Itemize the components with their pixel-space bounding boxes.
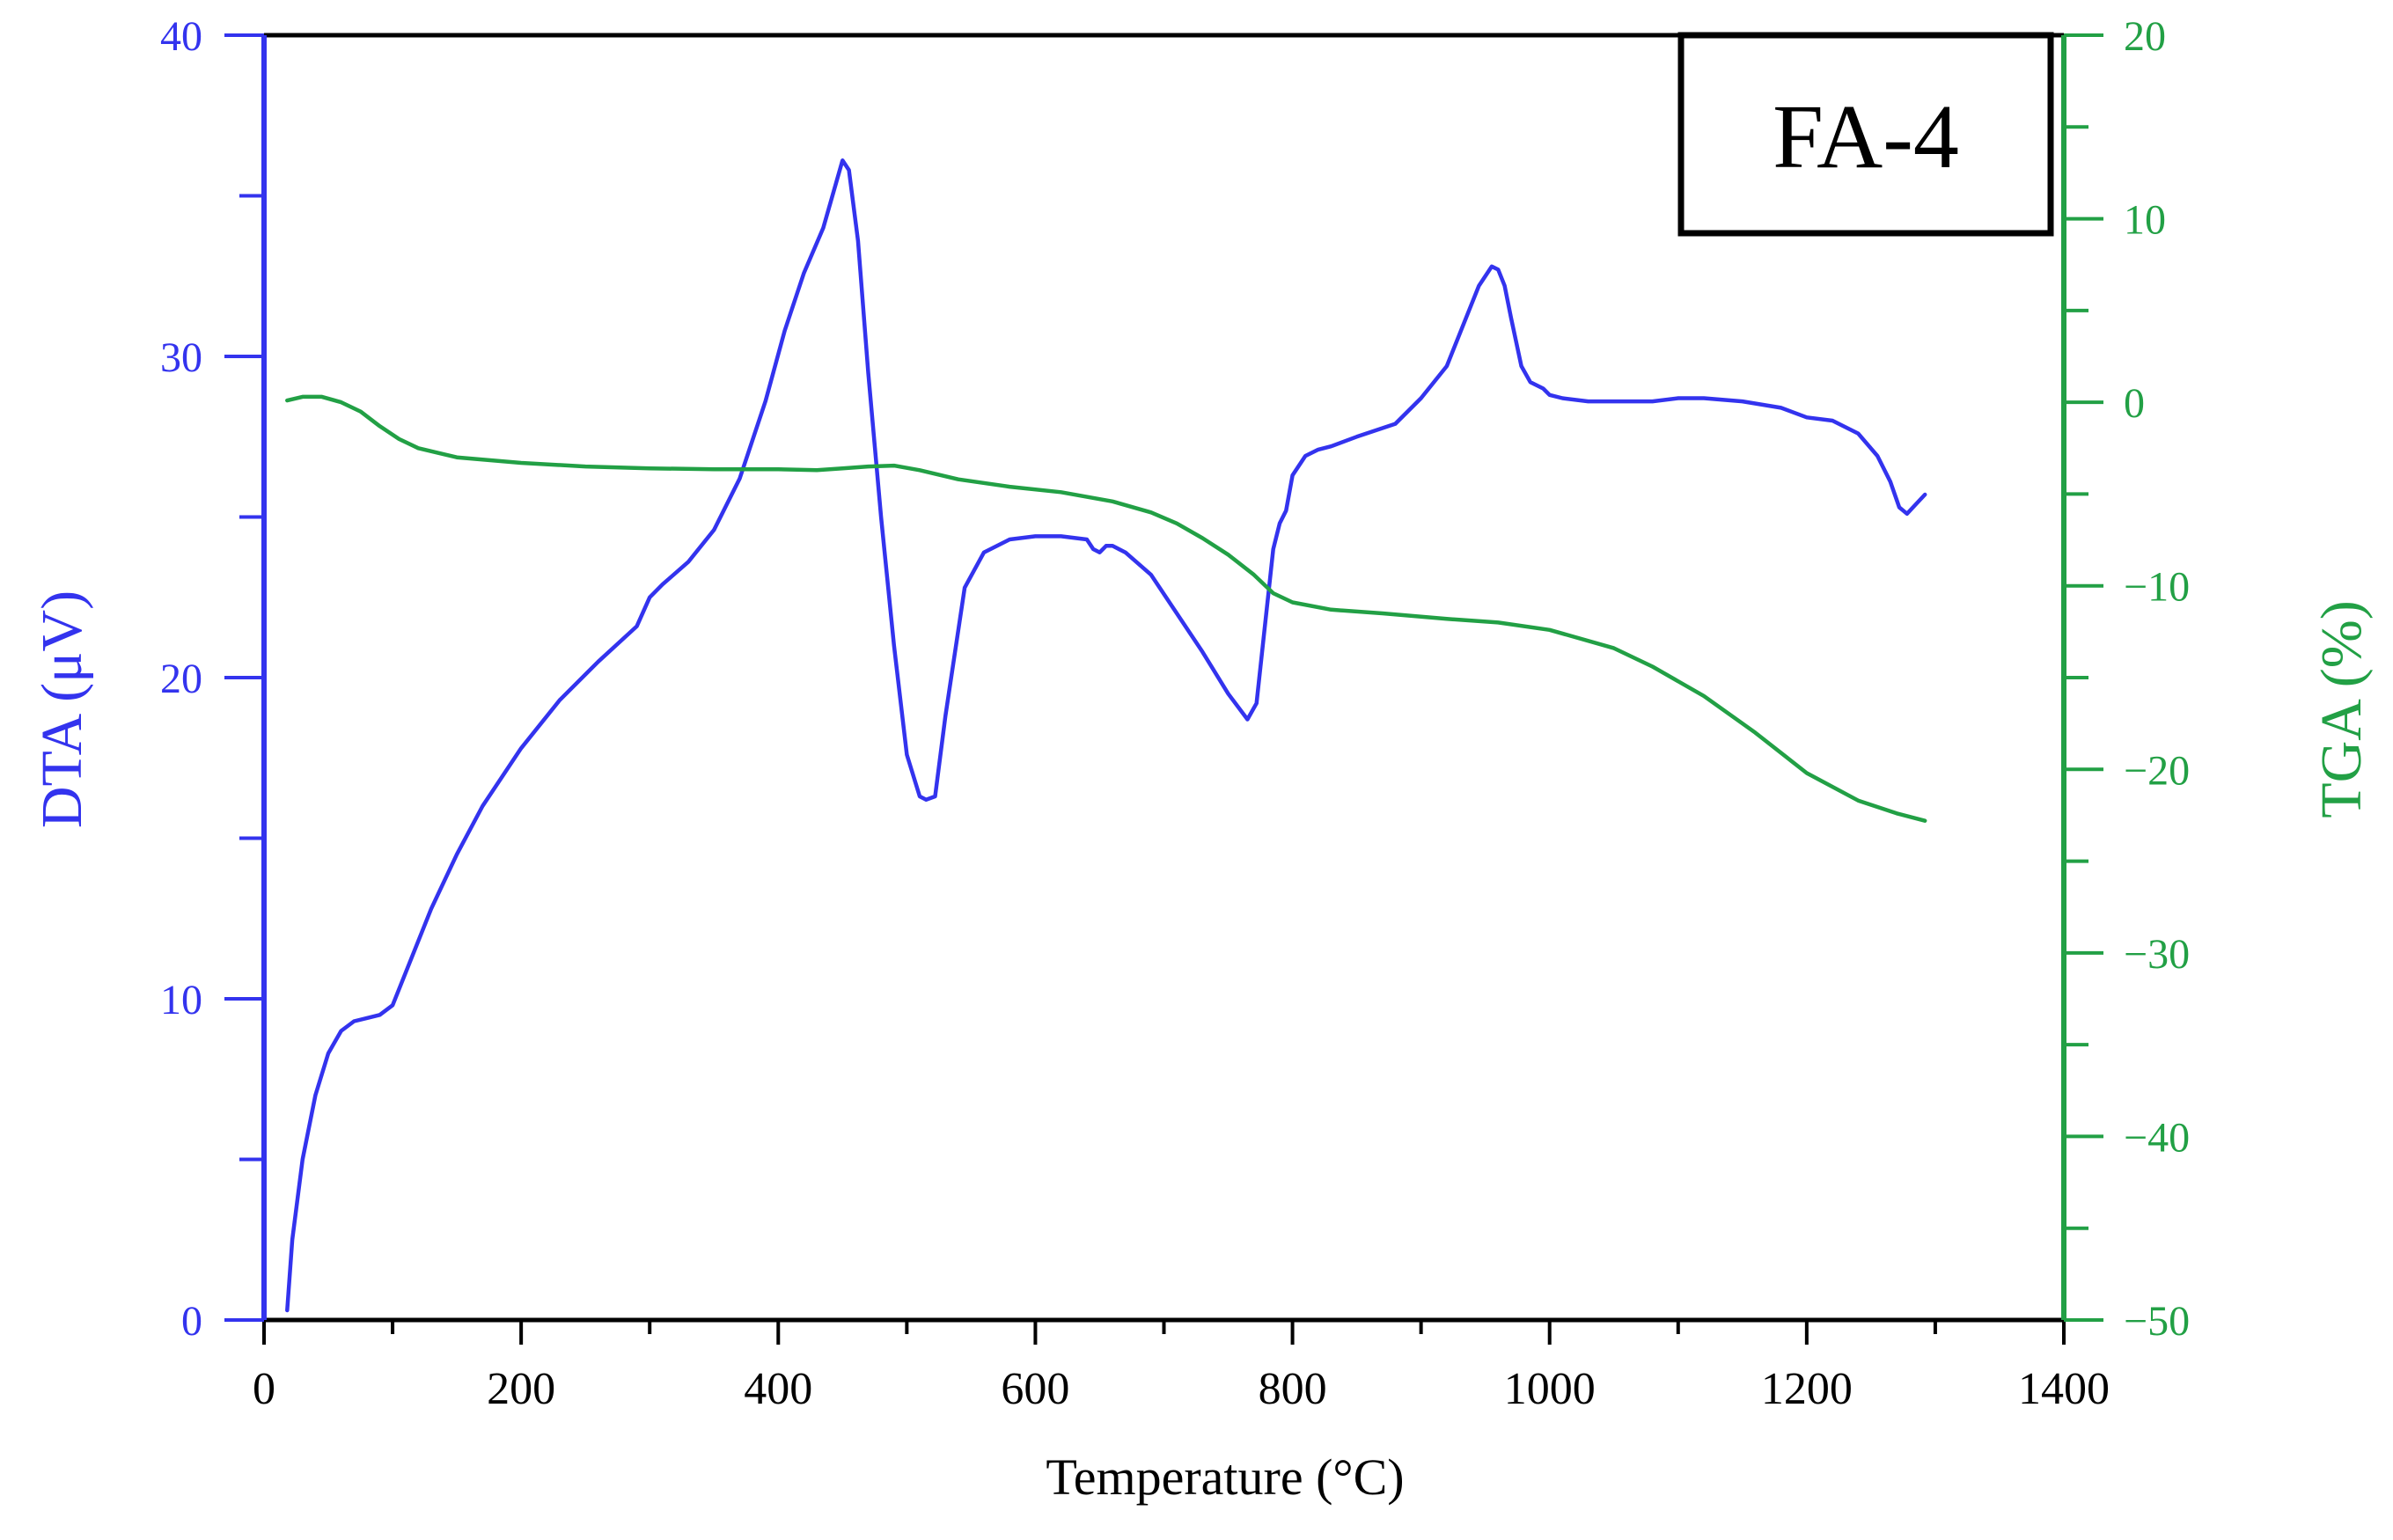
- right-tick-label: −30: [2124, 931, 2190, 978]
- x-tick-label: 400: [744, 1364, 812, 1414]
- x-tick-label: 200: [487, 1364, 555, 1414]
- left-tick-label: 10: [160, 977, 202, 1023]
- left-tick-label: 0: [181, 1298, 202, 1345]
- right-tick-label: 10: [2124, 197, 2166, 244]
- right-tick-label: −20: [2124, 747, 2190, 794]
- x-tick-label: 0: [253, 1364, 275, 1414]
- data-series: [285, 158, 1927, 1313]
- right-tick-label: 20: [2124, 13, 2166, 60]
- right-y-axis-title: TGA (%): [2309, 600, 2374, 818]
- dta-series-line: [285, 158, 1927, 1313]
- annotation-box: FA-4: [1677, 32, 2054, 237]
- annotation-box-border: [1677, 32, 2054, 237]
- left-tick-label: 40: [160, 13, 202, 60]
- right-tick-label: −10: [2124, 564, 2190, 611]
- axis-ticks: [224, 33, 2103, 1345]
- x-axis-title: Temperature (°C): [1046, 1448, 1404, 1506]
- x-tick-label: 600: [1001, 1364, 1069, 1414]
- left-tick-label: 30: [160, 334, 202, 381]
- left-tick-label: 20: [160, 656, 202, 702]
- right-tick-label: −40: [2124, 1114, 2190, 1161]
- tga-series-line: [285, 394, 1927, 823]
- left-y-axis-title: DTA (μV): [30, 590, 94, 828]
- right-tick-label: −50: [2124, 1298, 2190, 1345]
- right-tick-label: 0: [2124, 380, 2145, 427]
- x-tick-label: 1200: [1761, 1364, 1853, 1414]
- x-tick-label: 1000: [1504, 1364, 1596, 1414]
- axis-labels: 0 200 400 600 800 1000 1200 1400010203040−50−40…: [160, 13, 2190, 1414]
- annotation-label: FA-4: [1773, 86, 1959, 187]
- x-tick-label: 1400: [2018, 1364, 2110, 1414]
- x-tick-label: 800: [1259, 1364, 1327, 1414]
